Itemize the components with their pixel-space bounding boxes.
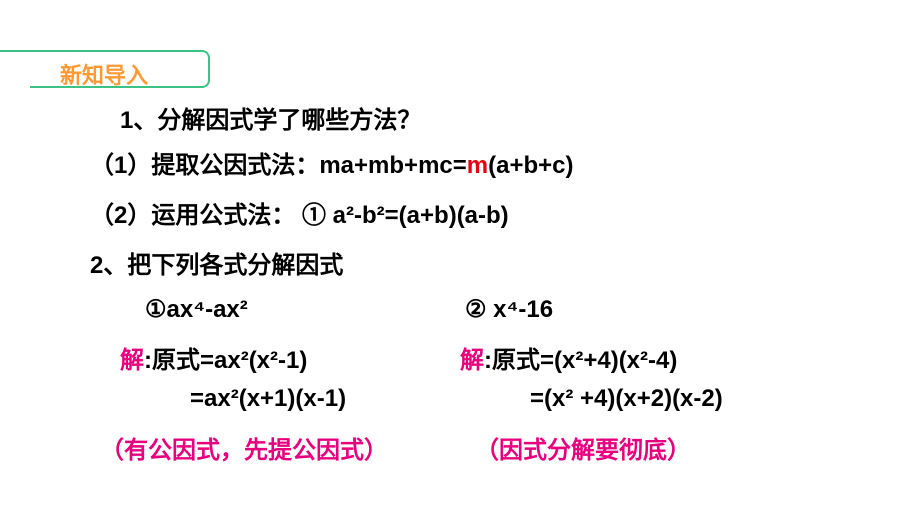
solution-1-line-1: 解:原式=ax²(x²-1) bbox=[120, 340, 307, 375]
solution-1-label: 解 bbox=[120, 347, 144, 374]
solution-2-label: 解 bbox=[460, 347, 484, 374]
exercise-1: ①ax⁴-ax² bbox=[145, 295, 248, 324]
answer-1: （1）提取公因式法：ma+mb+mc=m(a+b+c) bbox=[90, 145, 574, 180]
section-header: 新知导入 bbox=[0, 50, 210, 90]
solution-1-text-1: :原式=ax²(x²-1) bbox=[144, 347, 307, 374]
question-2: 2、把下列各式分解因式 bbox=[90, 245, 343, 280]
solution-2-line-1: 解:原式=(x²+4)(x²-4) bbox=[460, 340, 677, 375]
answer-1-suffix: (a+b+c) bbox=[488, 152, 573, 179]
solution-1-line-2: =ax²(x+1)(x-1) bbox=[190, 385, 346, 413]
question-1: 1、分解因式学了哪些方法？ bbox=[120, 100, 421, 135]
header-label: 新知导入 bbox=[60, 58, 148, 90]
note-2: （因式分解要彻底） bbox=[475, 430, 691, 465]
note-1: （有公因式，先提公因式） bbox=[100, 430, 388, 465]
answer-2: （2）运用公式法： ① a²-b²=(a+b)(a-b) bbox=[90, 195, 509, 230]
solution-2-text-1: :原式=(x²+4)(x²-4) bbox=[484, 347, 677, 374]
solution-2-line-2: =(x² +4)(x+2)(x-2) bbox=[530, 385, 723, 413]
answer-1-prefix: （1）提取公因式法：ma+mb+mc= bbox=[90, 152, 467, 179]
answer-1-highlight: m bbox=[467, 152, 488, 179]
exercise-2: ② x⁴-16 bbox=[465, 295, 553, 324]
